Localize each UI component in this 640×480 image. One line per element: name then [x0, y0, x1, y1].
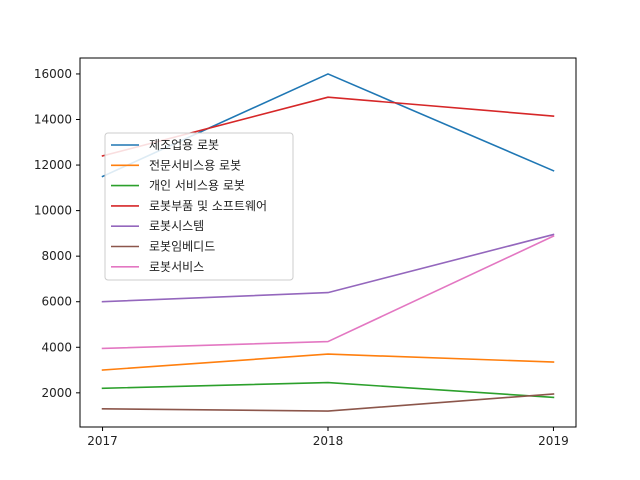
- series-line-6: [101, 393, 555, 412]
- legend-box: [104, 132, 294, 281]
- legend-label-5: 로봇시스템: [149, 219, 204, 233]
- series-line-7: [101, 235, 555, 350]
- y-tick-label: 2000: [41, 386, 72, 400]
- series-line-5: [101, 233, 555, 303]
- x-tick-label: 2018: [313, 434, 344, 448]
- legend-label-3: 개인 서비스용 로봇: [149, 179, 245, 193]
- y-tick-label: 4000: [41, 340, 72, 354]
- x-tick-label: 2019: [538, 434, 569, 448]
- y-tick-label: 16000: [34, 67, 72, 81]
- y-tick-label: 14000: [34, 113, 72, 127]
- y-tick-label: 6000: [41, 295, 72, 309]
- x-axis: 2017 2018 2019: [87, 427, 569, 448]
- series-line-2: [101, 353, 555, 371]
- y-tick-label: 12000: [34, 158, 72, 172]
- legend-label-1: 제조업용 로봇: [149, 138, 219, 152]
- legend-label-7: 로봇서비스: [149, 260, 204, 274]
- y-tick-label: 10000: [34, 204, 72, 218]
- legend-label-4: 로봇부품 및 소프트웨어: [149, 199, 267, 213]
- legend-label-2: 전문서비스용 로봇: [149, 158, 241, 172]
- series-line-3: [101, 381, 555, 399]
- y-tick-label: 8000: [41, 249, 72, 263]
- legend-label-6: 로봇임베디드: [149, 240, 215, 254]
- y-axis: 2000 4000 6000 8000 10000 12000 14000 16000: [34, 67, 80, 400]
- x-tick-label: 2017: [87, 434, 118, 448]
